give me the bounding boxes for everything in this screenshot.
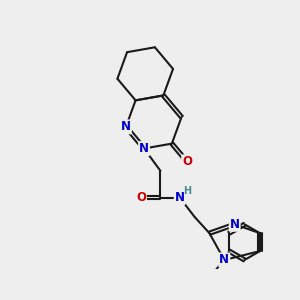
Text: N: N <box>175 191 185 204</box>
Text: H: H <box>183 186 191 196</box>
Text: N: N <box>139 142 149 155</box>
Text: O: O <box>182 155 192 168</box>
Text: O: O <box>136 191 146 204</box>
Text: N: N <box>121 120 131 134</box>
Text: N: N <box>230 218 240 231</box>
Text: N: N <box>219 254 229 266</box>
